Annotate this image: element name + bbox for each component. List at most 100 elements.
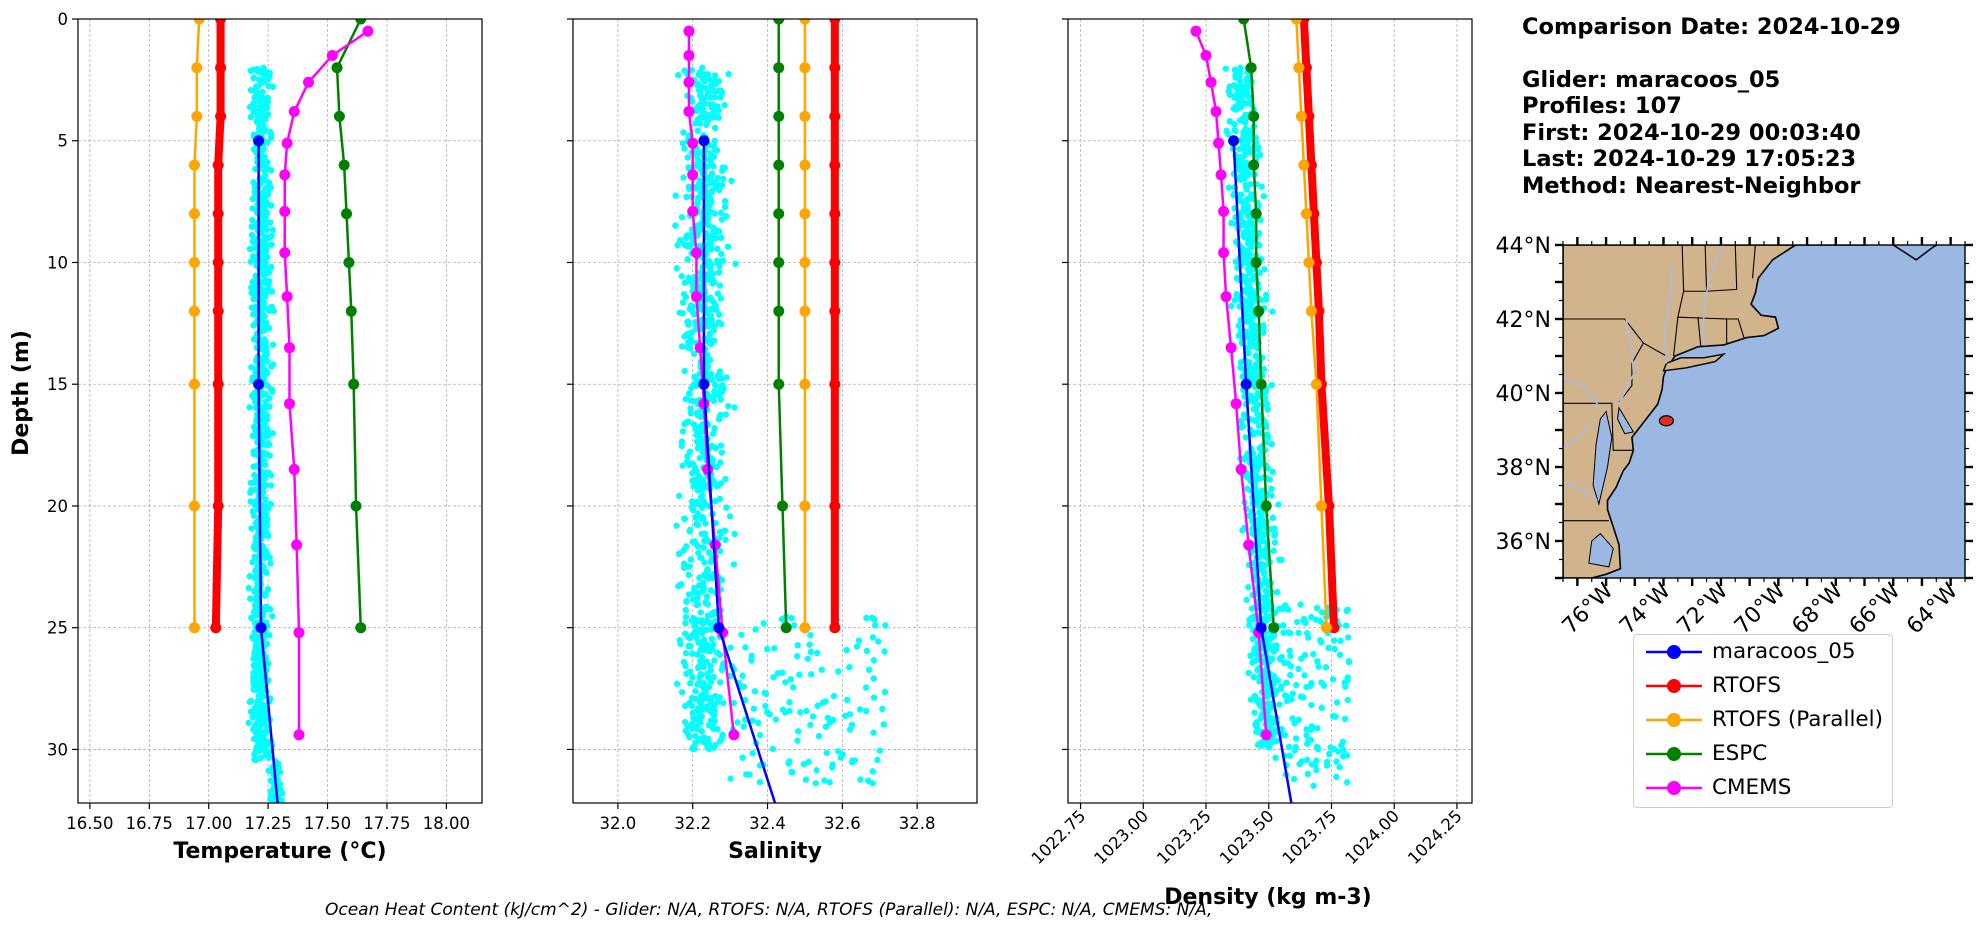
scatter-point: [752, 626, 759, 633]
scatter-point: [682, 420, 689, 427]
series-marker: [1310, 378, 1322, 390]
series-marker: [829, 622, 841, 634]
legend-label: maracoos_05: [1712, 639, 1856, 664]
scatter-point: [717, 209, 725, 217]
scatter-point: [766, 711, 773, 718]
scatter-point: [1241, 456, 1248, 463]
scatter-point: [692, 688, 699, 695]
scatter-point: [707, 305, 715, 313]
scatter-point: [250, 394, 258, 401]
scatter-point: [772, 716, 780, 723]
land: [1563, 245, 1869, 578]
series-marker: [702, 463, 714, 475]
scatter-point: [1304, 629, 1311, 637]
series-marker: [331, 62, 343, 74]
series-marker: [1255, 378, 1267, 390]
scatter-point: [731, 404, 738, 411]
series-marker: [687, 137, 699, 149]
scatter-point: [248, 486, 255, 494]
scatter-point: [1285, 743, 1293, 751]
scatter-point: [709, 724, 717, 732]
scatter-point: [262, 548, 270, 556]
series-marker: [1200, 50, 1212, 62]
series-marker: [799, 305, 811, 317]
scatter-point: [1238, 417, 1245, 424]
scatter-point: [680, 129, 687, 136]
scatter-point: [696, 429, 703, 437]
scatter-point: [1345, 658, 1353, 666]
scatter-point: [701, 559, 708, 566]
scatter-point: [1261, 576, 1269, 583]
scatter-point: [715, 319, 722, 326]
scatter-point: [710, 712, 718, 719]
scatter-point: [1276, 701, 1283, 708]
x-axis-label: Density (kg m-3): [1164, 885, 1372, 910]
scatter-point: [1260, 365, 1268, 373]
scatter-point: [1270, 547, 1277, 555]
scatter-point: [869, 634, 877, 641]
scatter-point: [719, 257, 727, 264]
scatter-point: [249, 559, 256, 566]
scatter-point: [1313, 604, 1321, 612]
scatter-point: [1242, 434, 1250, 441]
series-marker: [829, 110, 841, 122]
scatter-point: [688, 337, 695, 344]
scatter-point: [688, 329, 696, 336]
scatter-point: [701, 686, 708, 694]
scatter-point: [822, 723, 830, 730]
scatter-point: [675, 550, 683, 558]
scatter-point: [716, 282, 724, 289]
bay: [1588, 532, 1614, 568]
scatter-point: [684, 154, 691, 161]
scatter-point: [701, 77, 709, 85]
scatter-point: [709, 611, 716, 619]
scatter-point: [250, 711, 257, 718]
scatter-point: [690, 311, 698, 318]
series-marker: [253, 378, 265, 390]
scatter-point: [687, 278, 695, 286]
scatter-point: [267, 605, 274, 613]
scatter-point: [1339, 753, 1347, 760]
scatter-point: [249, 432, 257, 439]
scatter-point: [703, 163, 711, 170]
scatter-point: [786, 699, 793, 706]
scatter-point: [1336, 764, 1343, 771]
series-marker: [687, 205, 699, 217]
scatter-point: [262, 112, 269, 120]
scatter-point: [700, 580, 707, 588]
legend-label: ESPC: [1712, 741, 1768, 766]
scatter-point: [701, 680, 708, 688]
scatter-point: [839, 751, 846, 758]
scatter-point: [716, 311, 723, 318]
legend-swatch: [1646, 679, 1702, 693]
series-marker: [773, 159, 785, 171]
series-marker: [690, 247, 702, 259]
scatter-point: [711, 381, 719, 389]
scatter-point: [687, 642, 694, 650]
series-marker: [829, 62, 841, 74]
series-marker: [1295, 110, 1307, 122]
scatter-point: [793, 653, 801, 660]
series-marker: [281, 137, 293, 149]
legend-label: RTOFS (Parallel): [1712, 707, 1884, 732]
legend-label: CMEMS: [1712, 775, 1792, 800]
series-marker: [776, 500, 788, 512]
scatter-point: [749, 750, 756, 757]
scatter-point: [1281, 659, 1288, 667]
scatter-point: [1315, 663, 1322, 670]
scatter-point: [1258, 487, 1266, 494]
scatter-point: [689, 506, 697, 514]
scatter-point: [265, 660, 272, 667]
scatter-point: [250, 295, 257, 303]
axes-frame: [77, 18, 483, 804]
scatter-point: [863, 614, 870, 622]
scatter-point: [710, 327, 717, 334]
scatter-point: [748, 652, 755, 660]
scatter-point: [1280, 629, 1287, 636]
scatter-point: [265, 754, 273, 761]
scatter-point: [682, 619, 689, 627]
scatter-point: [1250, 368, 1257, 376]
scatter-point: [685, 634, 692, 641]
scatter-point: [1318, 704, 1326, 712]
scatter-point: [1253, 429, 1260, 436]
